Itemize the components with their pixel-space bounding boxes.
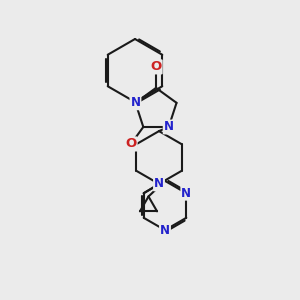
Text: O: O xyxy=(150,60,162,74)
Text: N: N xyxy=(154,177,164,190)
Text: N: N xyxy=(130,96,140,109)
Text: O: O xyxy=(125,137,136,151)
Text: N: N xyxy=(181,187,191,200)
Text: N: N xyxy=(160,224,170,237)
Text: N: N xyxy=(164,121,174,134)
